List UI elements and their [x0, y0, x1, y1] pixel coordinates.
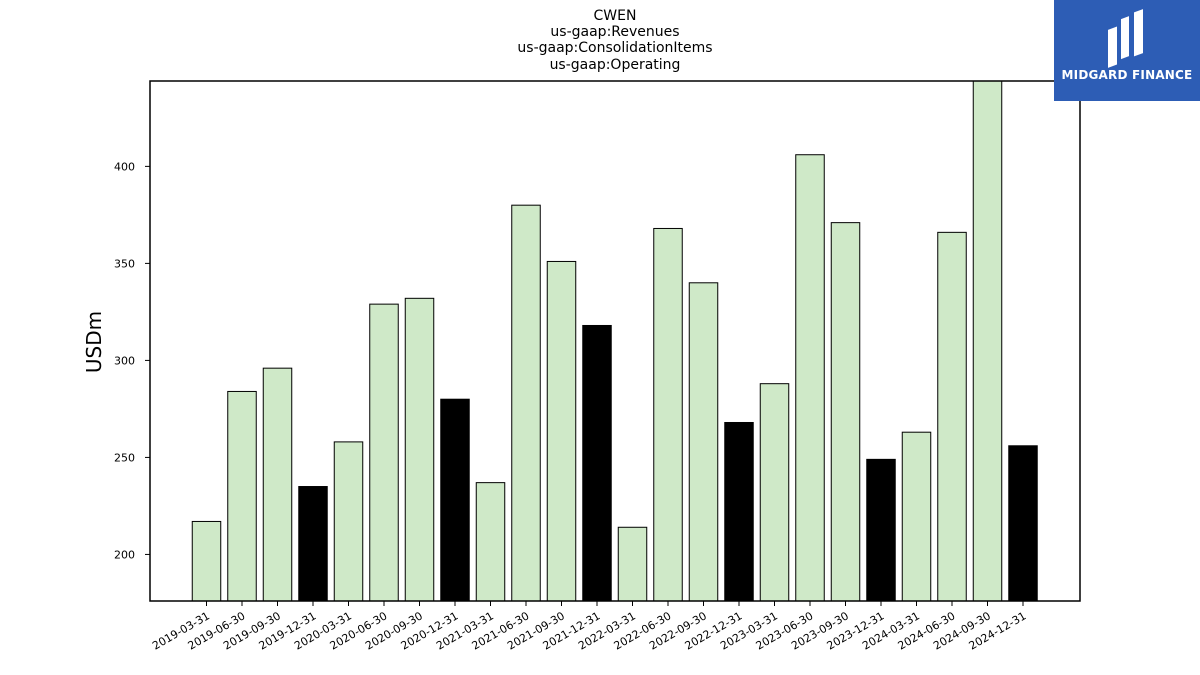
bar-2022-12-31 [724, 421, 754, 602]
y-tick-label: 350 [114, 257, 135, 270]
bar-2022-06-30 [653, 227, 683, 602]
bar-2020-03-31 [333, 441, 364, 602]
bar-2024-12-31 [1008, 445, 1038, 602]
chart-title-line-1: CWEN [594, 8, 637, 24]
y-axis-label: USDm [82, 311, 106, 373]
x-axis-ticks: 2019-03-312019-06-302019-09-302019-12-31… [150, 601, 1029, 653]
y-axis-ticks: 200 250 300 350 400 [114, 160, 150, 561]
bar-2019-06-30 [227, 390, 257, 602]
chart-title-line-4: us-gaap:Operating [550, 57, 681, 73]
bar-2024-03-31 [901, 431, 932, 602]
bar-series [191, 80, 1038, 602]
chart-title-line-2: us-gaap:Revenues [550, 24, 679, 40]
midgard-finance-logo: MIDGARD FINANCE [1054, 0, 1200, 101]
bar-2019-12-31 [298, 486, 328, 602]
bar-2020-09-30 [404, 297, 435, 602]
bar-2020-12-31 [440, 398, 470, 602]
chart-title: CWEN us-gaap:Revenues us-gaap:Consolidat… [517, 8, 712, 73]
logo-mark-icon [1108, 9, 1143, 68]
y-tick-label: 200 [114, 548, 135, 561]
bar-2019-09-30 [262, 367, 293, 602]
bar-2023-03-31 [759, 383, 790, 602]
bar-2023-09-30 [830, 222, 861, 602]
bar-2021-09-30 [546, 260, 577, 602]
logo-text: MIDGARD FINANCE [1061, 68, 1193, 82]
bar-2024-09-30 [972, 80, 1003, 602]
bar-2022-09-30 [688, 282, 719, 602]
bar-2021-03-31 [475, 482, 506, 602]
bar-2023-06-30 [795, 154, 825, 602]
plot-frame [149, 80, 1081, 602]
bar-2024-06-30 [937, 231, 967, 602]
y-tick-label: 300 [114, 354, 135, 367]
bar-2021-12-31 [582, 324, 612, 602]
bar-2022-03-31 [617, 526, 648, 602]
bar-2023-12-31 [866, 458, 896, 602]
bar-2021-06-30 [511, 204, 541, 602]
bar-2019-03-31 [191, 520, 222, 602]
y-tick-label: 400 [114, 160, 135, 173]
y-tick-label: 250 [114, 451, 135, 464]
chart-title-line-3: us-gaap:ConsolidationItems [517, 40, 712, 56]
bar-2020-06-30 [369, 303, 399, 602]
